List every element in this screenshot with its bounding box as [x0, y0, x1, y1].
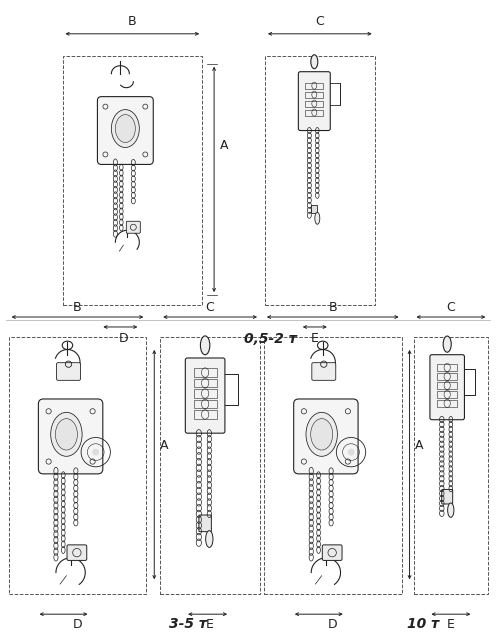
Ellipse shape: [306, 412, 337, 456]
Bar: [306, 109, 323, 116]
Text: C: C: [315, 15, 324, 28]
Text: E: E: [310, 332, 318, 346]
Bar: [193, 389, 217, 397]
FancyBboxPatch shape: [186, 358, 225, 433]
Bar: [265, 56, 374, 305]
FancyBboxPatch shape: [97, 97, 153, 164]
Bar: [437, 373, 457, 380]
Text: D: D: [119, 332, 129, 346]
Ellipse shape: [112, 109, 139, 147]
FancyBboxPatch shape: [57, 363, 80, 380]
Text: E: E: [447, 618, 455, 630]
Bar: [437, 391, 457, 398]
Bar: [414, 337, 489, 594]
Bar: [8, 337, 146, 594]
FancyBboxPatch shape: [430, 355, 464, 420]
Bar: [306, 92, 323, 98]
Bar: [62, 56, 202, 305]
Ellipse shape: [311, 55, 318, 68]
FancyBboxPatch shape: [322, 545, 342, 561]
FancyBboxPatch shape: [199, 515, 211, 532]
Text: E: E: [206, 618, 214, 630]
Text: B: B: [328, 301, 337, 314]
Text: A: A: [220, 139, 228, 152]
Bar: [193, 369, 217, 377]
FancyBboxPatch shape: [299, 72, 330, 131]
Bar: [306, 100, 323, 107]
Ellipse shape: [51, 412, 82, 456]
Ellipse shape: [315, 212, 320, 224]
FancyBboxPatch shape: [312, 363, 336, 380]
Ellipse shape: [443, 336, 451, 352]
Text: A: A: [160, 439, 169, 452]
Text: D: D: [328, 618, 338, 630]
Text: 3-5 т: 3-5 т: [169, 617, 207, 631]
Ellipse shape: [310, 419, 333, 450]
Circle shape: [93, 449, 99, 455]
Ellipse shape: [56, 419, 77, 450]
Bar: [193, 400, 217, 408]
Bar: [193, 410, 217, 419]
FancyBboxPatch shape: [38, 399, 103, 474]
Bar: [264, 337, 402, 594]
Text: D: D: [73, 618, 82, 630]
Bar: [160, 337, 260, 594]
Ellipse shape: [200, 336, 210, 355]
Text: B: B: [128, 15, 136, 28]
Text: 10 т: 10 т: [407, 617, 439, 631]
Bar: [437, 400, 457, 407]
Text: C: C: [446, 301, 455, 314]
FancyBboxPatch shape: [294, 399, 358, 474]
FancyBboxPatch shape: [126, 221, 140, 233]
FancyBboxPatch shape: [442, 490, 453, 504]
Bar: [306, 83, 323, 89]
Bar: [193, 379, 217, 387]
Ellipse shape: [447, 503, 454, 517]
Circle shape: [348, 449, 354, 455]
Text: 0,5-2 т: 0,5-2 т: [244, 332, 296, 346]
FancyBboxPatch shape: [67, 545, 87, 561]
Bar: [311, 205, 317, 213]
Bar: [437, 382, 457, 389]
Ellipse shape: [206, 531, 213, 547]
Bar: [437, 364, 457, 371]
Text: C: C: [206, 301, 214, 314]
Text: B: B: [73, 301, 82, 314]
Text: A: A: [415, 439, 424, 452]
Ellipse shape: [116, 115, 135, 143]
